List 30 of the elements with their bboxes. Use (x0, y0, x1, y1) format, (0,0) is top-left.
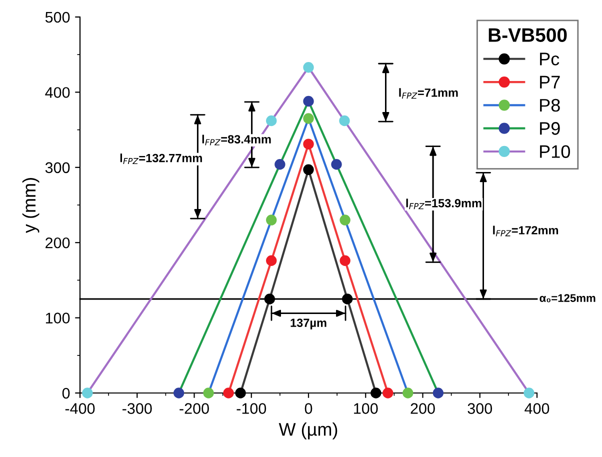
y-tick-label: 100 (46, 312, 70, 324)
x-tick-label: 400 (524, 403, 550, 414)
y-tick-label: 300 (45, 162, 70, 174)
annotation: l$_{FPZ}$=172mm (493, 226, 558, 236)
legend-title: B-VB500 (488, 28, 567, 42)
y-tick-label: 500 (45, 12, 70, 23)
x-tick-label: 100 (354, 403, 378, 414)
x-tick-label: -200 (180, 403, 209, 414)
annotation: l$_{FPZ}$=83.4mm (202, 134, 271, 146)
annotation: 137µm (290, 318, 326, 330)
legend-label: P10 (540, 145, 570, 158)
y-tick-label: 200 (46, 237, 70, 248)
y-tick-label: 0 (62, 388, 70, 399)
x-tick-label: -300 (122, 403, 152, 414)
y-axis-title: y (mm) (22, 178, 40, 234)
y-tick-label: 400 (45, 87, 70, 98)
x-tick-label: -400 (65, 403, 95, 414)
annotation: l$_{FPZ}$=71mm (399, 88, 458, 99)
x-tick-label: 0 (304, 403, 312, 414)
legend-label: P8 (540, 98, 560, 112)
legend-label: P7 (540, 76, 560, 88)
annotation: l$_{FPZ}$=153.9mm (406, 198, 482, 210)
x-axis-title: W (µm) (278, 422, 338, 440)
x-tick-label: 300 (468, 403, 492, 414)
legend-label: P9 (540, 122, 560, 135)
ref-line-label: α₀=125mm (540, 294, 596, 302)
legend-label: Pc (540, 52, 560, 66)
x-tick-label: -100 (236, 403, 266, 414)
x-tick-label: 200 (410, 403, 435, 414)
annotation: l$_{FPZ}$=132.77mm (120, 154, 202, 164)
